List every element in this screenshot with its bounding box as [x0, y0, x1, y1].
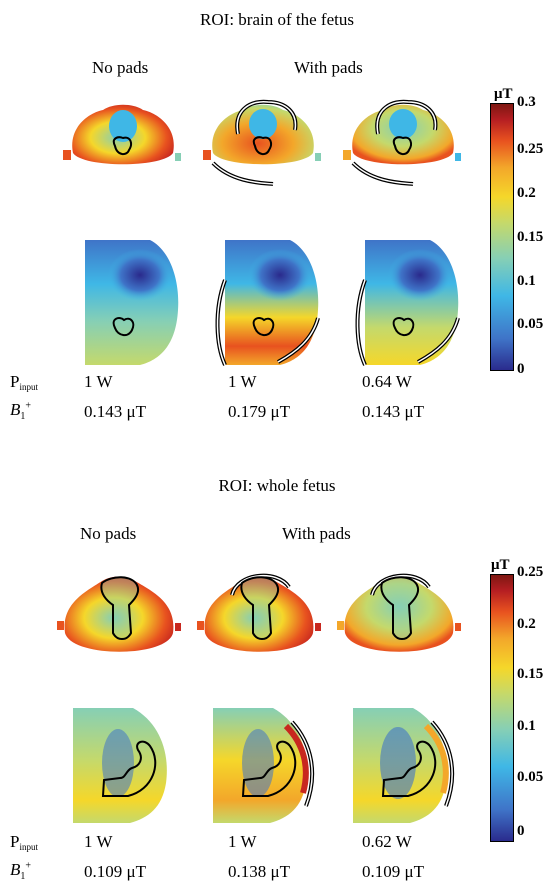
fetus-roi-outline	[100, 576, 139, 640]
colorbar-tick: 0.05	[517, 769, 544, 785]
colorbar-tick: 0.3	[517, 94, 536, 110]
axial-map-with-pads	[197, 573, 321, 652]
fetus-roi-outline	[241, 740, 297, 797]
pad-outline	[211, 161, 274, 186]
colorbar-gradient	[490, 103, 514, 371]
input-power-value: 1 W	[84, 832, 113, 851]
section-whole-fetus-roi: ROI: whole fetus No pads With pads	[0, 468, 554, 886]
colorbar-tick: 0.25	[517, 564, 544, 580]
colorbar-tick: 0.05	[517, 316, 544, 332]
field-maps	[57, 573, 461, 823]
input-power-value: 1 W	[228, 832, 257, 851]
b1-plus-label: B1+	[10, 400, 32, 422]
fetus-roi-outline	[381, 740, 437, 797]
input-power-value: 0.64 W	[362, 372, 412, 391]
fetus-roi-outline	[240, 576, 279, 640]
fetus-roi-outline	[380, 576, 419, 640]
sagittal-map-with-pads	[215, 240, 320, 366]
input-power-label: Pinput	[10, 372, 38, 392]
fetus-roi-outline	[101, 740, 157, 797]
axial-map-with-pads-reduced	[343, 99, 461, 186]
b1-value: 0.179 μT	[228, 402, 290, 421]
brain-roi-outline	[112, 317, 135, 336]
b1-value: 0.109 μT	[84, 862, 146, 881]
sagittal-map-with-pads	[213, 708, 315, 823]
column-header-no-pads: No pads	[80, 524, 137, 543]
sagittal-map-with-pads-reduced	[355, 240, 460, 366]
colorbar-tick: 0	[517, 823, 525, 839]
brain-roi-outline	[392, 317, 415, 336]
column-header-with-pads: With pads	[282, 524, 351, 543]
colorbar-unit: μT	[494, 86, 513, 102]
b1-value: 0.143 μT	[362, 402, 424, 421]
colorbar	[490, 574, 514, 842]
sagittal-map-with-pads-reduced	[353, 708, 455, 823]
brain-roi-outline	[252, 317, 275, 336]
axial-map-with-pads	[203, 99, 321, 186]
input-power-label: Pinput	[10, 832, 38, 852]
axial-map-no-pads	[57, 576, 181, 652]
input-power-value: 1 W	[228, 372, 257, 391]
section-title: ROI: whole fetus	[218, 476, 336, 495]
sagittal-map-no-pads	[73, 708, 167, 823]
b1-value: 0.109 μT	[362, 862, 424, 881]
input-power-value: 1 W	[84, 372, 113, 391]
colorbar-tick: 0.2	[517, 616, 536, 632]
input-power-value: 0.62 W	[362, 832, 412, 851]
b1-value: 0.138 μT	[228, 862, 290, 881]
colorbar-gradient	[490, 574, 514, 842]
colorbar-tick: 0.1	[517, 273, 536, 289]
brain-roi-outline	[252, 136, 272, 156]
field-maps	[63, 99, 461, 366]
colorbar-tick: 0.25	[517, 141, 544, 157]
axial-map-with-pads-reduced	[337, 573, 461, 652]
b1-value: 0.143 μT	[84, 402, 146, 421]
colorbar-tick: 0.2	[517, 185, 536, 201]
colorbar-tick: 0.1	[517, 718, 536, 734]
section-brain-roi: ROI: brain of the fetus No pads With pad…	[0, 0, 554, 440]
brain-roi-outline	[112, 136, 132, 156]
colorbar-unit: μT	[491, 557, 510, 573]
column-header-with-pads: With pads	[294, 58, 363, 77]
colorbar-tick: 0.15	[517, 229, 544, 245]
axial-map-no-pads	[63, 104, 181, 165]
sagittal-map-no-pads	[85, 240, 179, 365]
pad-outline	[351, 161, 414, 186]
colorbar-tick: 0.15	[517, 666, 544, 682]
colorbar-tick: 0	[517, 361, 525, 377]
section-title: ROI: brain of the fetus	[200, 10, 354, 29]
colorbar	[490, 103, 514, 371]
b1-plus-label: B1+	[10, 860, 32, 882]
brain-roi-outline	[392, 136, 412, 156]
column-header-no-pads: No pads	[92, 58, 149, 77]
